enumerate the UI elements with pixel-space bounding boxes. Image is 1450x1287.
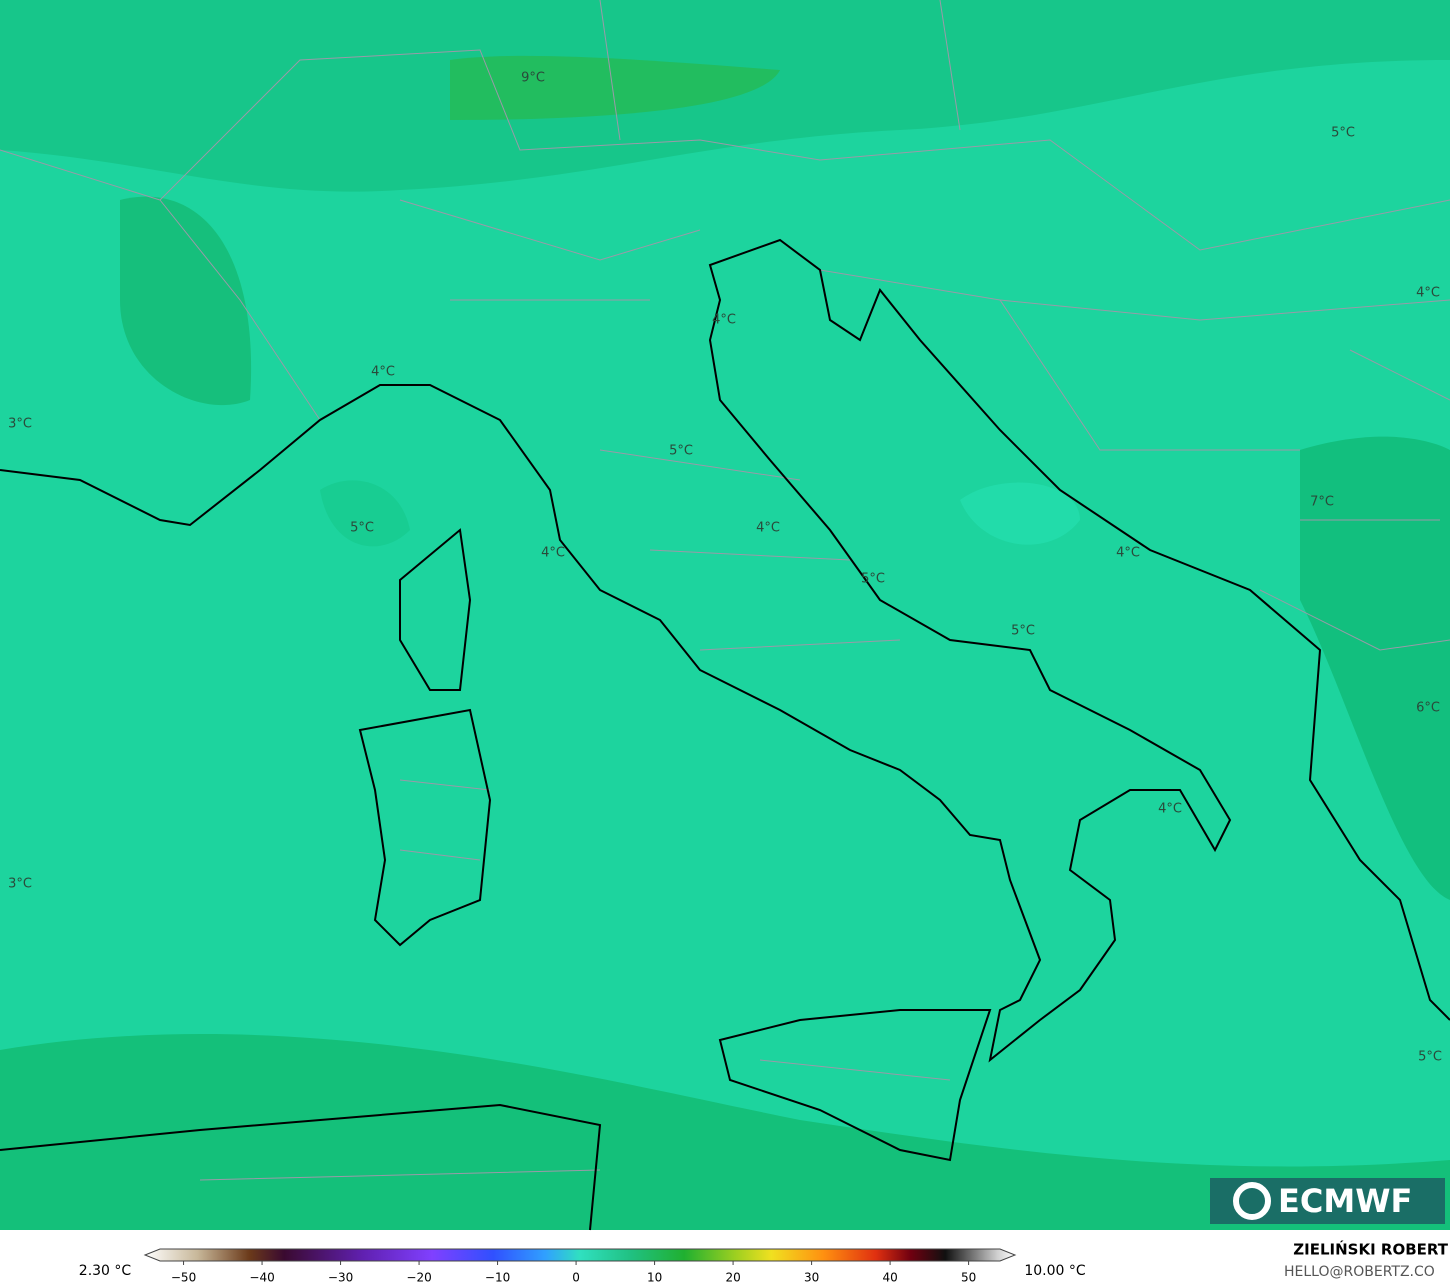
credit-email: HELLO@ROBERTZ.CO <box>1284 1264 1435 1280</box>
colorbar-tick-label: −10 <box>485 1271 510 1285</box>
map-background <box>0 0 1450 1230</box>
warm-zone <box>1300 436 1450 900</box>
temperature-label: 4°C <box>1158 802 1182 817</box>
warm-zone <box>120 196 252 406</box>
temperature-label: 4°C <box>756 521 780 536</box>
colorbar-tick-label: −40 <box>249 1271 274 1285</box>
colorbar-tick-label: 0 <box>572 1271 580 1285</box>
coastline <box>0 238 1450 1063</box>
logo-text: ECMWF <box>1278 1182 1412 1220</box>
temperature-label: 4°C <box>1116 546 1140 561</box>
max-label: 10.00 °C <box>1024 1263 1086 1279</box>
colorbar-tick-label: −20 <box>406 1271 431 1285</box>
colorbar-tick-label: 50 <box>961 1271 976 1285</box>
colorbar-tick-label: 30 <box>804 1271 819 1285</box>
temperature-label: 6°C <box>1416 701 1440 716</box>
colorbar-tick-label: −30 <box>328 1271 353 1285</box>
cool-zone <box>960 482 1080 545</box>
cool-zone <box>320 480 410 547</box>
temperature-label: 3°C <box>8 877 32 892</box>
colorbar-tick-label: 20 <box>725 1271 740 1285</box>
colorbar-tick-label: 10 <box>647 1271 662 1285</box>
temperature-label: 5°C <box>861 572 885 587</box>
temperature-label: 4°C <box>1416 286 1440 301</box>
temperature-label: 5°C <box>350 521 374 536</box>
min-label: 2.30 °C <box>79 1263 132 1279</box>
credit-name: ZIELIŃSKI ROBERT <box>1293 1240 1448 1259</box>
logo-icon <box>1233 1182 1271 1220</box>
colorbar-tick-label: −50 <box>171 1271 196 1285</box>
temperature-label: 5°C <box>1418 1050 1442 1065</box>
warm-zone <box>0 1034 1450 1230</box>
temperature-label: 4°C <box>712 313 736 328</box>
temperature-label: 5°C <box>669 444 693 459</box>
temperature-label: 5°C <box>1011 624 1035 639</box>
africa-coast <box>0 1103 602 1231</box>
temperature-label: 5°C <box>1331 126 1355 141</box>
warm-zone <box>450 55 780 120</box>
colorbar-strip <box>143 1248 1017 1262</box>
colorbar: −50 −40 −30 −20 −10 0 10 20 30 40 50 2.30 °C 10.00… <box>79 1248 1086 1285</box>
colorbar-tick-label: 40 <box>882 1271 897 1285</box>
map: 9°C 5°C 4°C 4°C 4°C 3°C 5°C 7°C 5°C 4°C 4°C 4°C 5°C 5… <box>0 0 1450 1231</box>
temperature-label: 3°C <box>8 417 32 432</box>
temperature-label: 4°C <box>371 365 395 380</box>
region-border <box>199 199 1450 1181</box>
sicily <box>718 1009 992 1162</box>
temperature-label: 4°C <box>541 546 565 561</box>
corsica <box>399 528 472 691</box>
sardinia <box>358 708 492 947</box>
temperature-label: 7°C <box>1310 495 1334 510</box>
temperature-label: 9°C <box>521 71 545 86</box>
country-border <box>0 0 1450 651</box>
